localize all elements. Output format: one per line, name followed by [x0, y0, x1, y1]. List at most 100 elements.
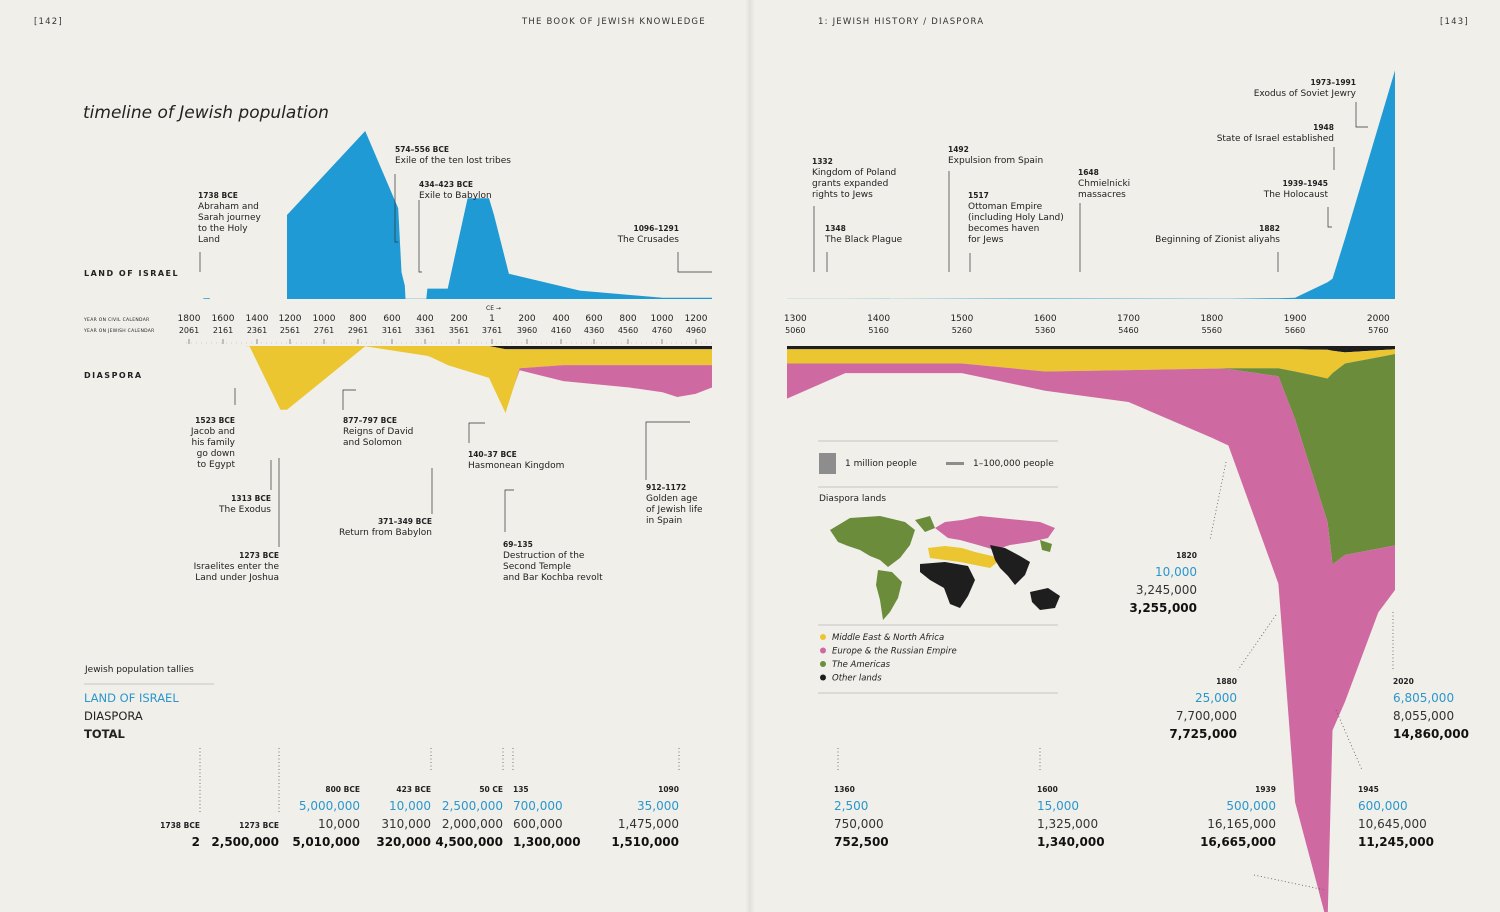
axis-tick-jewish: 3361 — [415, 326, 435, 335]
axis-tick-civil: 1000 — [651, 314, 674, 324]
tally-total: 1,340,000 — [1037, 835, 1105, 849]
tally-total: 752,500 — [834, 835, 889, 849]
tally-date: 2020 — [1393, 677, 1414, 686]
diaspora-area-modern-the-americas — [787, 354, 1395, 565]
tally-leader — [1209, 461, 1227, 541]
scale-legend-million: 1 million people — [845, 459, 917, 469]
tally-total: 11,245,000 — [1358, 835, 1434, 849]
axis-tick-jewish: 3960 — [517, 326, 537, 335]
axis-tick-civil: 1600 — [1034, 314, 1057, 324]
event-date: 1348 — [825, 224, 846, 233]
tally-diaspora: 16,165,000 — [1207, 817, 1276, 831]
axis-tick-jewish: 5260 — [952, 326, 972, 335]
event-leader — [418, 200, 422, 273]
event-leader — [394, 174, 398, 243]
axis-tick-civil: 200 — [450, 314, 467, 324]
tally-israel: 15,000 — [1037, 799, 1079, 813]
event-text: of Jewish life — [646, 505, 703, 515]
event-text: and Bar Kochba revolt — [503, 573, 603, 583]
axis-tick-civil: 1200 — [685, 314, 708, 324]
tally-date: 423 BCE — [396, 785, 431, 794]
tally-total: 3,255,000 — [1129, 601, 1197, 615]
axis-tick-civil: 800 — [349, 314, 366, 324]
tally-total: 4,500,000 — [435, 835, 503, 849]
axis-tick-jewish: 5660 — [1285, 326, 1305, 335]
population-tallies: Jewish population tallies LAND OF ISRAEL D… — [84, 461, 1469, 891]
tally-total: 2 — [192, 835, 200, 849]
event-date: 1523 BCE — [195, 416, 235, 425]
axis-tick-civil: 1200 — [279, 314, 302, 324]
chart-title: timeline of Jewish population — [83, 103, 329, 123]
band-label-land-of-israel: LAND OF ISRAEL — [84, 269, 179, 278]
israel-area-ancient — [203, 131, 713, 299]
tallies-legend-israel: LAND OF ISRAEL — [84, 691, 179, 705]
tally-israel: 600,000 — [1358, 799, 1408, 813]
tally-date: 1820 — [1176, 551, 1197, 560]
event-text: and Solomon — [343, 438, 402, 448]
event-text: Chmielnicki — [1078, 179, 1130, 189]
event-date: 1882 — [1259, 224, 1280, 233]
event-leader — [504, 489, 514, 532]
map-landmass — [1030, 588, 1060, 610]
tally-total: 7,725,000 — [1169, 727, 1237, 741]
tallies-legend-diaspora: DIASPORA — [84, 709, 143, 723]
tally-date: 1600 — [1037, 785, 1058, 794]
tally-date: 1273 BCE — [239, 821, 279, 830]
event-text: Expulsion from Spain — [948, 156, 1043, 166]
tally-diaspora: 7,700,000 — [1176, 709, 1237, 723]
chart-labels: timeline of Jewish population LAND OF ISR… — [83, 78, 1357, 583]
tally-total: 320,000 — [376, 835, 431, 849]
axis-tick-civil: 400 — [552, 314, 569, 324]
event-text: for Jews — [968, 235, 1004, 245]
map-legend-swatch — [820, 661, 826, 667]
land-of-israel-areas — [203, 70, 1395, 300]
event-text: Reigns of David — [343, 427, 413, 437]
axis-tick-jewish: 4560 — [618, 326, 638, 335]
event-leader — [468, 422, 485, 443]
axis-tick-civil: 600 — [585, 314, 602, 324]
event-text: Land under Joshua — [195, 573, 279, 583]
tally-date: 1880 — [1216, 677, 1237, 686]
event-text: rights to Jews — [812, 190, 873, 200]
tally-date: 1090 — [658, 785, 679, 794]
event-date: 1648 — [1078, 168, 1099, 177]
map-legend-swatch — [820, 674, 826, 681]
map-legend-swatch — [820, 634, 826, 640]
event-text: Kingdom of Poland — [812, 168, 896, 178]
left-page-number: [142] — [34, 17, 63, 27]
tally-diaspora: 750,000 — [834, 817, 884, 831]
axis-tick-civil: 1800 — [178, 314, 201, 324]
axis-tick-civil: 1500 — [950, 314, 973, 324]
event-text: The Exodus — [218, 505, 271, 515]
tally-date: 1360 — [834, 785, 855, 794]
tally-israel: 6,805,000 — [1393, 691, 1454, 705]
event-date: 1332 — [812, 157, 833, 166]
tally-israel: 5,000,000 — [299, 799, 360, 813]
tally-israel: 2,500,000 — [442, 799, 503, 813]
axis-tick-civil: 200 — [518, 314, 535, 324]
tally-diaspora: 2,000,000 — [442, 817, 503, 831]
event-text: The Holocaust — [1263, 190, 1329, 200]
tallies-heading: Jewish population tallies — [84, 665, 194, 675]
event-text: The Black Plague — [824, 235, 903, 245]
event-leader — [677, 252, 712, 273]
tally-leader — [1335, 709, 1363, 771]
tally-israel: 700,000 — [513, 799, 563, 813]
axis-tick-civil: 1400 — [246, 314, 269, 324]
axis-tick-jewish: 3761 — [482, 326, 502, 335]
event-text: in Spain — [646, 516, 682, 526]
event-text: go down — [197, 449, 235, 459]
event-date: 140–37 BCE — [468, 450, 517, 459]
book-gutter — [745, 0, 755, 912]
right-page-number: [143] — [1440, 17, 1469, 27]
axis-tick-civil: 600 — [383, 314, 400, 324]
diaspora-area-modern-middle-east-north-africa — [787, 349, 1395, 379]
event-date: 371–349 BCE — [378, 517, 432, 526]
tally-total: 16,665,000 — [1200, 835, 1276, 849]
event-date: 1313 BCE — [231, 494, 271, 503]
event-date: 1517 — [968, 191, 989, 200]
axis-tick-civil: 1 — [489, 314, 495, 324]
event-date: 1948 — [1313, 123, 1334, 132]
axis-tick-jewish: 2361 — [247, 326, 267, 335]
map-landmass — [915, 516, 935, 532]
